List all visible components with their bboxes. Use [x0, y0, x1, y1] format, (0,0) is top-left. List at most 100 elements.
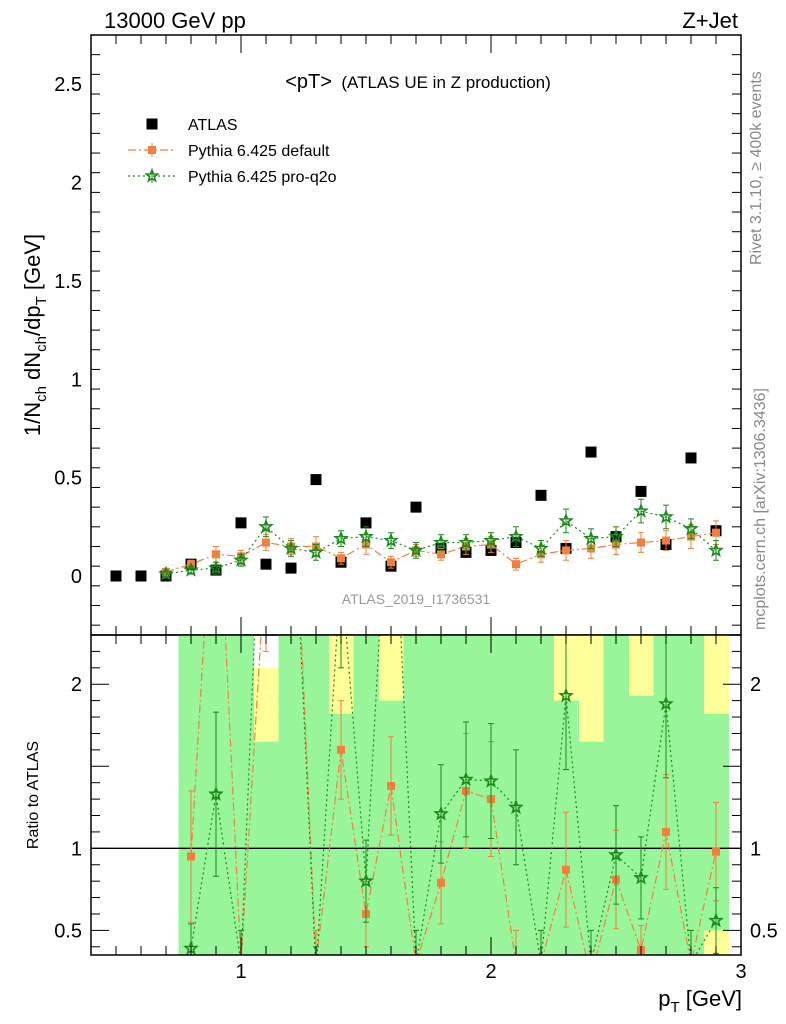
ratio-xtick-label: 1: [235, 961, 246, 983]
ratio-point: [562, 865, 570, 874]
main-point: [637, 538, 645, 547]
main-point: [683, 520, 699, 536]
ratio-ytick-label: 2: [71, 674, 82, 696]
ratio-band-green: [678, 635, 704, 955]
main-point: [337, 554, 345, 563]
rivet-label: Rivet 3.1.10, ≥ 400k events: [748, 71, 765, 265]
main-point: [433, 534, 449, 550]
ratio-point: [285, 432, 296, 443]
main-point: [358, 528, 374, 544]
ratio-xtick-label: 2: [485, 961, 496, 983]
ratio-point: [512, 959, 520, 967]
ratio-point: [387, 781, 395, 790]
ratio-ytick-label: 1: [71, 838, 82, 860]
ratio-point: [412, 959, 420, 967]
ratio-series-line: [190, 635, 717, 955]
main-point: [408, 542, 424, 558]
main-point: [585, 446, 597, 458]
main-point: [208, 559, 224, 575]
main-series-line: [165, 532, 717, 573]
main-series-2: [158, 498, 724, 581]
main-point: [635, 485, 647, 497]
main-point: [283, 540, 299, 556]
main-point: [662, 536, 670, 545]
ratio-ytick-label-right: 1: [750, 838, 761, 860]
ratio-band-green: [403, 635, 429, 955]
main-ytick-label: 1.5: [54, 271, 82, 293]
ratio-panel: 0.5 0.5 1 1 2 2 1 2 3 Ratio to ATLAS pT [GeV]: [25, 350, 778, 1016]
main-title-sub: (ATLAS UE in Z production): [341, 73, 550, 92]
legend: ATLAS Pythia 6.425 default Pythia 6.425 pr…: [128, 117, 337, 186]
main-point: [262, 538, 270, 547]
ratio-xtick-label: 3: [735, 961, 746, 983]
main-point: [685, 452, 697, 464]
main-point: [333, 530, 349, 546]
main-point: [533, 540, 549, 556]
main-series-line: [165, 510, 717, 575]
main-ytick-label: 2.5: [54, 74, 82, 96]
main-ytick-label: 2: [71, 173, 82, 195]
ratio-point: [358, 872, 374, 888]
ratio-point: [558, 687, 574, 703]
ratio-xlabel: pT [GeV]: [658, 986, 742, 1016]
ratio-point: [712, 847, 720, 856]
ratio-point: [687, 959, 695, 967]
main-point: [383, 532, 399, 548]
main-point: [183, 561, 199, 577]
ratio-point: [187, 852, 195, 861]
ratio-band-green: [228, 635, 254, 955]
main-point: [562, 546, 570, 555]
main-point: [285, 562, 297, 574]
main-point: [437, 550, 445, 559]
main-title: <pT> (ATLAS UE in Z production): [285, 71, 551, 93]
main-point: [658, 508, 674, 524]
header-left: 13000 GeV pp: [104, 8, 246, 33]
main-point: [233, 551, 249, 567]
ratio-series-1: [183, 350, 724, 955]
ratio-point: [260, 350, 271, 361]
main-ytick-label: 1: [71, 369, 82, 391]
ratio-band-green: [278, 635, 304, 955]
ratio-point: [312, 959, 320, 967]
main-point: [135, 570, 147, 582]
main-point: [708, 542, 724, 558]
ratio-point: [508, 799, 524, 815]
ratio-point: [608, 846, 624, 862]
ratio-point: [437, 878, 445, 887]
ratio-point: [208, 785, 224, 801]
ratio-point: [587, 972, 595, 980]
main-point: [458, 534, 474, 550]
ratio-point: [690, 954, 692, 955]
main-title-main: <pT>: [285, 71, 332, 93]
legend-label: Pythia 6.425 default: [188, 143, 330, 160]
main-point: [712, 528, 720, 537]
legend-label: ATLAS: [188, 117, 238, 134]
legend-marker: [144, 167, 160, 183]
ratio-series-line: [190, 635, 717, 955]
main-point: [608, 528, 624, 544]
ratio-point: [287, 401, 295, 409]
main-point: [483, 532, 499, 548]
ratio-point: [415, 954, 417, 955]
ratio-band-green: [303, 635, 329, 955]
main-ylabel: 1/Nch dNch/dpT [GeV]: [20, 234, 50, 436]
main-point: [260, 558, 272, 570]
legend-marker: [146, 118, 158, 130]
ratio-point: [590, 954, 592, 955]
main-point: [310, 474, 322, 486]
ratio-point: [537, 959, 545, 967]
ratio-ytick-label: 0.5: [54, 920, 82, 942]
legend-label: Pythia 6.425 pro-q2o: [188, 169, 337, 186]
ratio-point: [433, 805, 449, 821]
ratio-point: [458, 771, 474, 787]
main-point: [387, 558, 395, 567]
main-watermark: ATLAS_2019_I1736531: [342, 591, 491, 607]
main-point: [110, 570, 122, 582]
ratio-point: [540, 954, 542, 955]
main-ytick-label: 0.5: [54, 468, 82, 490]
main-point: [535, 489, 547, 501]
main-point: [512, 560, 520, 569]
main-series-0: [110, 446, 722, 582]
ratio-point: [483, 772, 499, 788]
legend-marker: [148, 146, 156, 154]
